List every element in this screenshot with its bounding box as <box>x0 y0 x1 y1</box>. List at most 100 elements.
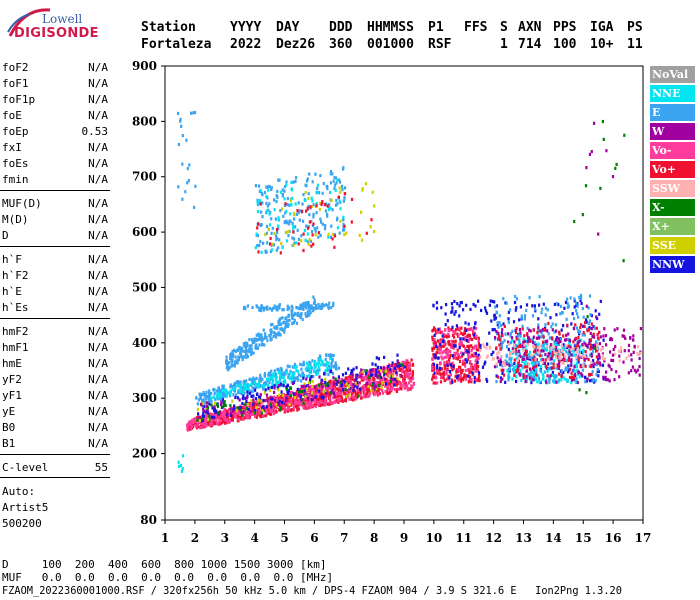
echo-point-vominus <box>447 348 450 352</box>
echo-point-nnw <box>201 414 205 418</box>
echo-point-e <box>265 231 268 235</box>
echo-point-vominus <box>329 383 332 387</box>
echo-point-nnw <box>584 318 588 322</box>
echo-point-nnw <box>479 347 482 351</box>
header-value: Fortaleza <box>141 37 212 52</box>
echo-point-sse <box>280 241 283 246</box>
echo-point-nne <box>225 394 228 398</box>
echo-point-w <box>238 398 241 402</box>
echo-point-e <box>286 221 289 225</box>
echo-point-nne <box>220 393 223 397</box>
echo-point-e <box>194 184 197 188</box>
echo-point-e <box>291 221 294 225</box>
echo-point-xminus <box>326 381 329 385</box>
echo-point-e <box>249 377 252 381</box>
echo-point-xminus <box>334 377 337 381</box>
echo-point-nne <box>243 387 246 391</box>
echo-point-nne <box>334 188 337 192</box>
echo-point-vominus <box>310 385 313 389</box>
echo-point-e <box>310 369 313 373</box>
echo-point-nnw <box>436 356 439 360</box>
param-value: N/A <box>88 301 108 314</box>
echo-point-nnw <box>208 402 211 406</box>
echo-point-e <box>301 317 304 322</box>
echo-point-e <box>234 383 237 387</box>
echo-point-e <box>188 163 191 167</box>
echo-point-voplus <box>399 386 402 390</box>
echo-point-e <box>285 323 288 327</box>
echo-point-vominus <box>301 402 304 406</box>
echo-point-sse <box>308 238 311 242</box>
echo-point-voplus <box>327 402 330 406</box>
echo-point-w <box>591 335 594 339</box>
echo-point-e <box>573 317 576 321</box>
echo-point-voplus <box>290 408 293 412</box>
echo-point-vominus <box>434 376 437 380</box>
echo-point-w <box>229 407 232 411</box>
echo-point-vominus <box>477 339 480 343</box>
echo-point-xminus <box>216 404 219 408</box>
echo-point-nnw <box>437 327 440 331</box>
echo-point-nne <box>221 389 224 393</box>
echo-point-vominus <box>297 401 300 405</box>
echo-point-vominus <box>357 383 360 387</box>
echo-point-e <box>266 305 269 309</box>
echo-point-w <box>622 328 626 332</box>
echo-point-voplus <box>570 371 573 375</box>
echo-point-vominus <box>255 412 258 416</box>
echo-point-nne <box>232 388 235 392</box>
echo-point-e <box>502 297 505 301</box>
echo-point-ssw <box>483 345 486 349</box>
echo-point-voplus <box>408 368 411 372</box>
echo-point-voplus <box>303 398 307 402</box>
echo-point-vominus <box>346 395 349 399</box>
echo-point-nne <box>212 395 216 399</box>
echo-point-voplus <box>432 373 435 378</box>
legend-item-w: W <box>650 123 695 140</box>
echo-point-voplus <box>255 415 258 419</box>
echo-point-vominus <box>226 420 229 424</box>
echo-point-voplus <box>358 381 361 385</box>
echo-point-e <box>270 323 273 327</box>
echo-point-e <box>511 329 514 333</box>
echo-point-nnw <box>435 306 439 310</box>
echo-point-vominus <box>283 397 286 401</box>
echo-point-voplus <box>574 323 577 327</box>
param-name: fmin <box>2 173 29 186</box>
echo-point-e <box>310 304 313 308</box>
echo-point-vominus <box>195 424 198 429</box>
echo-point-nne <box>250 382 253 386</box>
echo-point-e <box>523 314 527 318</box>
echo-point-vominus <box>453 331 456 335</box>
echo-point-nnw <box>499 363 502 367</box>
echo-point-nne <box>534 366 537 371</box>
echo-point-e <box>535 370 538 374</box>
echo-point-nnw <box>588 338 591 342</box>
echo-point-sse <box>373 204 376 208</box>
echo-point-sse <box>289 199 293 203</box>
echo-point-nne <box>325 362 328 367</box>
echo-point-w <box>534 349 537 353</box>
echo-point-vominus <box>249 403 252 407</box>
echo-point-nnw <box>485 311 489 315</box>
echo-point-e <box>278 376 282 381</box>
echo-point-e <box>288 365 291 369</box>
echo-point-xminus <box>196 418 199 422</box>
echo-point-nnw <box>588 326 591 330</box>
echo-point-vominus <box>431 357 434 361</box>
echo-point-nne <box>574 380 578 384</box>
echo-point-ssw <box>500 355 503 359</box>
echo-point-w <box>602 375 605 379</box>
echo-point-w <box>332 391 335 395</box>
echo-point-e <box>241 385 244 390</box>
echo-point-voplus <box>350 392 354 396</box>
echo-point-w <box>229 411 232 415</box>
echo-point-nnw <box>353 385 356 389</box>
echo-point-vominus <box>403 382 406 386</box>
echo-point-voplus <box>431 375 434 379</box>
echo-point-voplus <box>431 335 434 339</box>
echo-point-w <box>298 393 301 397</box>
echo-point-e <box>499 335 502 339</box>
echo-point-e <box>250 352 253 356</box>
echo-point-w <box>499 379 502 384</box>
